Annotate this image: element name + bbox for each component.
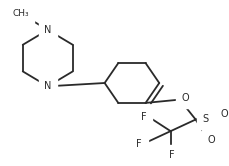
Text: F: F [141, 112, 147, 122]
Text: O: O [221, 109, 228, 119]
Text: N: N [44, 81, 52, 91]
Text: CH₃: CH₃ [12, 9, 29, 18]
Text: O: O [182, 93, 189, 103]
Text: O: O [208, 135, 215, 145]
Text: F: F [136, 139, 142, 149]
Text: N: N [44, 25, 52, 35]
Text: S: S [202, 114, 208, 124]
Text: F: F [169, 150, 174, 160]
